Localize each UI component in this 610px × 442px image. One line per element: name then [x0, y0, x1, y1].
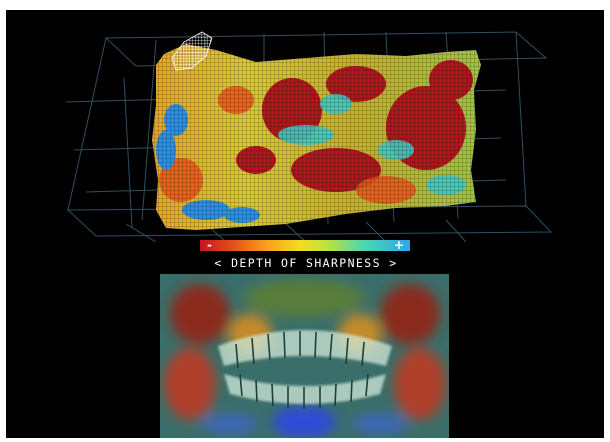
tooth-gaps — [235, 331, 369, 409]
caption-text: DEPTH OF SHARPNESS — [231, 256, 381, 270]
panoramic-xray-view[interactable] — [160, 274, 449, 438]
caption-right-chevron: > — [389, 256, 398, 270]
scale-minus-sign: - — [207, 238, 212, 252]
depth-surface-view[interactable] — [6, 10, 604, 242]
caption-left-chevron: < — [214, 256, 223, 270]
scale-plus-sign: + — [393, 238, 404, 252]
depth-surface-mesh — [152, 44, 481, 230]
depth-scale-caption: < DEPTH OF SHARPNESS > — [198, 254, 414, 272]
depth-scale-bar: - + — [200, 238, 410, 252]
viewer-window: - + < DEPTH OF SHARPNESS > — [6, 10, 604, 438]
wireframe-tip — [171, 31, 213, 71]
